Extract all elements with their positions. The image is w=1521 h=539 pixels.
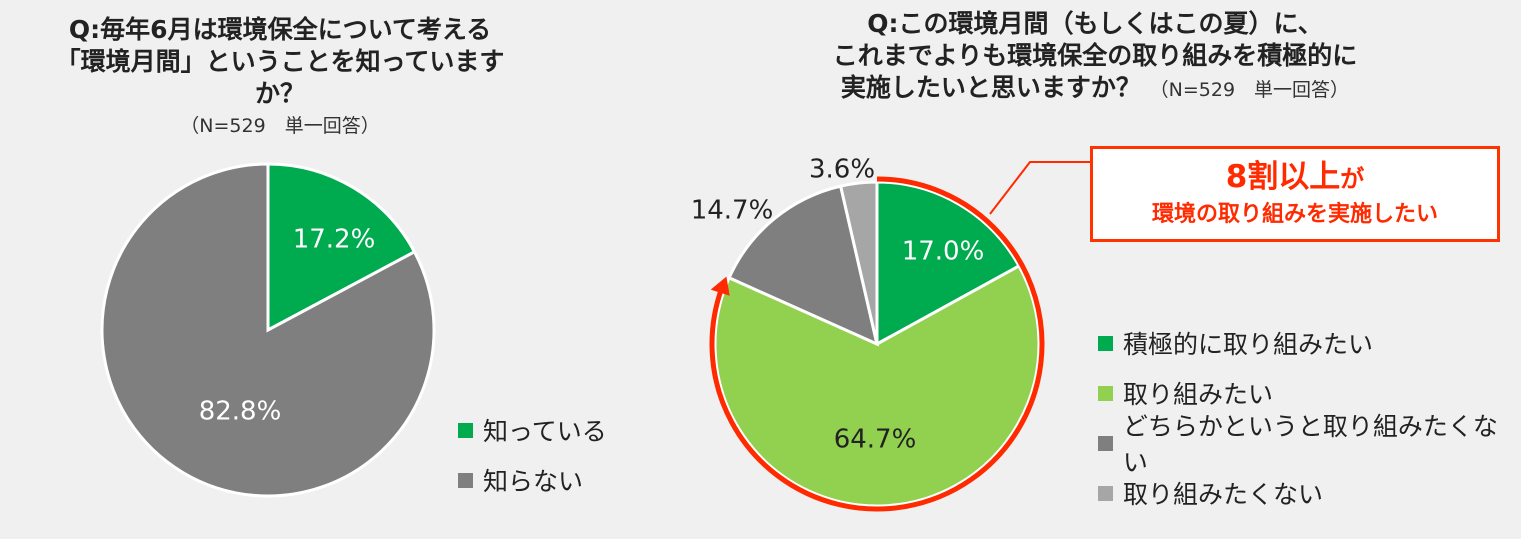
- chart2-legend: 積極的に取り組みたい 取り組みたいどちらかというと取り組みたくない取り組みたくない: [1098, 318, 1521, 518]
- chart2-legend-swatch-1: [1098, 335, 1113, 351]
- chart2-data-label-2: 64.7%: [834, 425, 917, 455]
- chart2-title-line1: Q:この環境月間（もしくはこの夏）に、: [867, 9, 1323, 38]
- chart2-slice-4: [838, 180, 879, 345]
- chart1-slice-1: [266, 162, 417, 333]
- chart1-note: （N=529 単一回答）: [180, 115, 380, 137]
- chart2-legend-swatch-3: [1098, 435, 1113, 451]
- chart2-title: Q:この環境月間（もしくはこの夏）に、 これまでよりも環境保全の取り組みを積極的…: [770, 8, 1420, 106]
- chart1-legend-item-2: 知らない: [458, 455, 607, 505]
- chart2-legend-item-4: 取り組みたくない: [1098, 468, 1521, 518]
- callout-small-text: 環境の取り組みを実施したい: [1151, 202, 1438, 227]
- chart2-note: （N=529 単一回答）: [1149, 79, 1350, 101]
- chart2-slice-3: [727, 184, 880, 347]
- chart2-legend-item-2: 取り組みたい: [1098, 368, 1521, 418]
- chart2-data-label-1: 17.0%: [902, 237, 985, 267]
- chart2-legend-label-2: 取り組みたい: [1123, 380, 1274, 409]
- chart2-data-label-3: 14.7%: [691, 196, 774, 226]
- chart1-legend-item-1: 知っている: [458, 405, 607, 455]
- chart1-title-line1: Q:毎年6月は環境保全について考える: [68, 15, 492, 44]
- callout-leader-line: [989, 161, 1092, 215]
- chart1-data-label-2: 82.8%: [199, 397, 282, 427]
- chart1-legend-swatch-2: [458, 472, 473, 488]
- chart1-legend: 知っている 知らない: [458, 405, 607, 505]
- chart1-title-line2: 「環境月間」ということを知っていますか？: [55, 47, 505, 108]
- chart2-title-line3: 実施したいと思いますか？: [840, 73, 1141, 102]
- chart1-legend-label-1: 知っている: [483, 417, 607, 446]
- chart1-slice-2: [100, 162, 436, 498]
- chart1-data-label-1: 17.2%: [293, 225, 376, 255]
- chart2-legend-label-1: 積極的に取り組みたい: [1123, 330, 1374, 359]
- chart2-data-label-4: 3.6%: [809, 155, 875, 185]
- chart2-legend-label-3: どちらかというと取り組みたくない: [1122, 412, 1498, 477]
- chart2-legend-label-4: 取り組みたくない: [1123, 480, 1324, 509]
- highlight-arc: [709, 176, 1045, 512]
- chart1-legend-swatch-1: [458, 422, 473, 438]
- callout-box: 8割以上が 環境の取り組みを実施したい: [1090, 146, 1500, 242]
- chart1-legend-label-2: 知らない: [483, 467, 584, 496]
- chart2-legend-item-3: どちらかというと取り組みたくない: [1098, 412, 1521, 477]
- chart2-slice-1: [875, 180, 1021, 347]
- chart2-legend-swatch-2: [1098, 385, 1113, 401]
- callout-big-text: 8割以上: [1225, 159, 1341, 195]
- chart2-slice-2: [713, 263, 1041, 508]
- chart2-title-line2: これまでよりも環境保全の取り組みを積極的に: [832, 41, 1358, 70]
- chart1-title: Q:毎年6月は環境保全について考える 「環境月間」ということを知っていますか？ …: [40, 14, 520, 142]
- chart2-legend-item-1: 積極的に取り組みたい: [1098, 318, 1521, 368]
- highlight-arrowhead: [710, 276, 730, 296]
- callout-ga-text: が: [1340, 165, 1365, 193]
- chart2-legend-swatch-4: [1098, 485, 1113, 501]
